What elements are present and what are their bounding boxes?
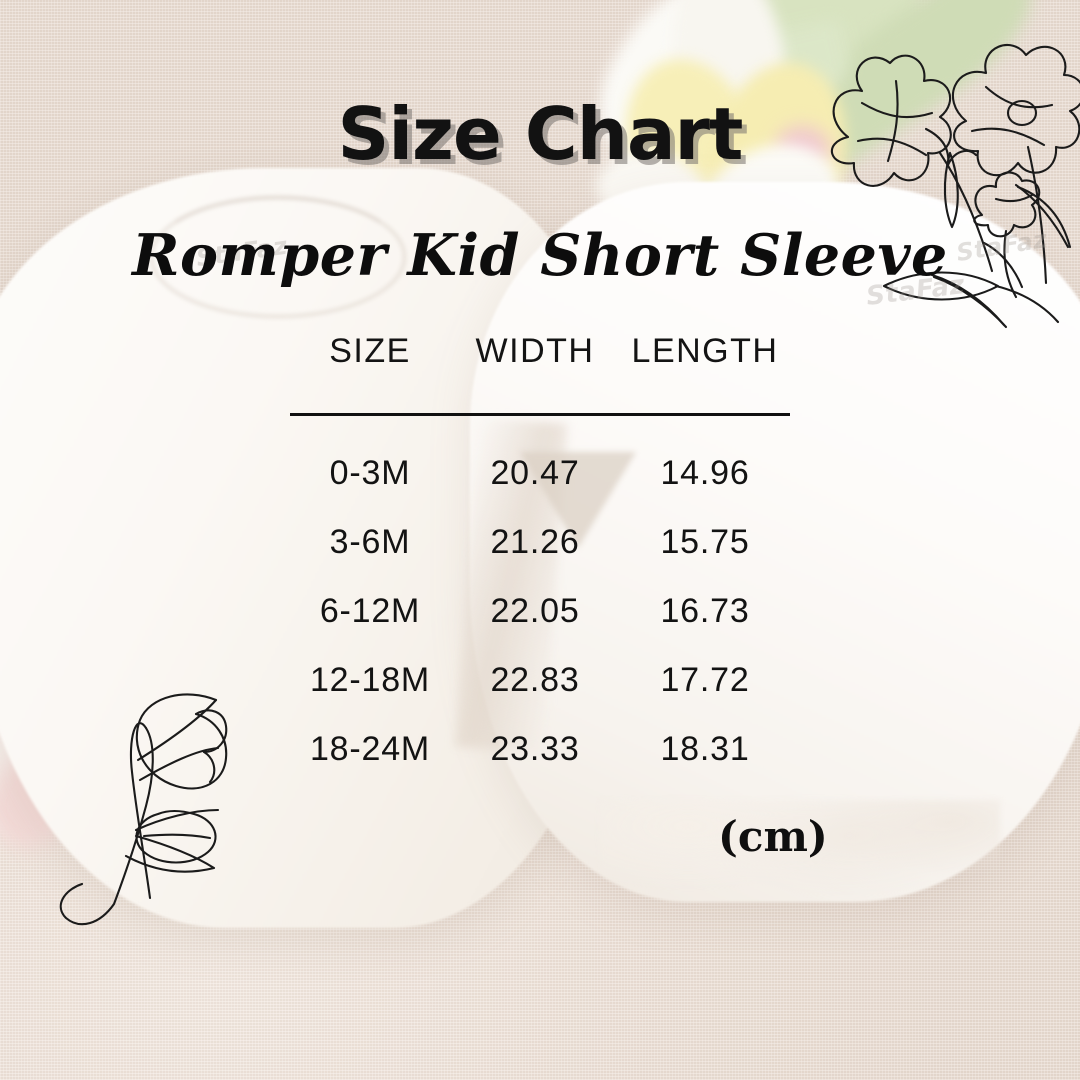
page-subtitle: Romper Kid Short Sleeve bbox=[132, 222, 948, 289]
cell-width: 20.47 bbox=[490, 454, 580, 492]
table-row: 3-6M 21.26 15.75 bbox=[290, 523, 790, 592]
column-header-width: WIDTH bbox=[475, 332, 595, 370]
cell-length: 15.75 bbox=[660, 523, 750, 561]
column-header-length: LENGTH bbox=[631, 332, 779, 370]
cell-size: 3-6M bbox=[329, 523, 411, 561]
cell-length: 17.72 bbox=[660, 661, 750, 699]
cell-length: 14.96 bbox=[660, 454, 750, 492]
cell-width: 22.83 bbox=[490, 661, 580, 699]
cell-size: 12-18M bbox=[309, 661, 431, 699]
table-row: 18-24M 23.33 18.31 bbox=[290, 730, 790, 799]
cell-size: 0-3M bbox=[329, 454, 411, 492]
table-row: 6-12M 22.05 16.73 bbox=[290, 592, 790, 661]
cell-size: 6-12M bbox=[319, 592, 421, 630]
garment-fold-triangle bbox=[520, 452, 636, 548]
garment-collar bbox=[150, 196, 406, 318]
cell-size: 18-24M bbox=[309, 730, 431, 768]
table-row: 12-18M 22.83 17.72 bbox=[290, 661, 790, 730]
page-title: Size Chart bbox=[337, 92, 744, 176]
cell-length: 18.31 bbox=[660, 730, 750, 768]
garment-ruffle-hem bbox=[600, 800, 1000, 920]
cell-width: 23.33 bbox=[490, 730, 580, 768]
header-divider-rule bbox=[290, 413, 790, 416]
table-row: 0-3M 20.47 14.96 bbox=[290, 454, 790, 523]
size-chart-table: SIZE WIDTH LENGTH 0-3M 20.47 14.96 3-6M … bbox=[290, 332, 790, 799]
cell-width: 21.26 bbox=[490, 523, 580, 561]
cell-length: 16.73 bbox=[660, 592, 750, 630]
unit-label: (cm) bbox=[718, 812, 828, 861]
table-header-row: SIZE WIDTH LENGTH bbox=[290, 332, 790, 371]
cell-width: 22.05 bbox=[490, 592, 580, 630]
column-header-size: SIZE bbox=[329, 332, 411, 370]
table-body: 0-3M 20.47 14.96 3-6M 21.26 15.75 6-12M … bbox=[290, 454, 790, 799]
